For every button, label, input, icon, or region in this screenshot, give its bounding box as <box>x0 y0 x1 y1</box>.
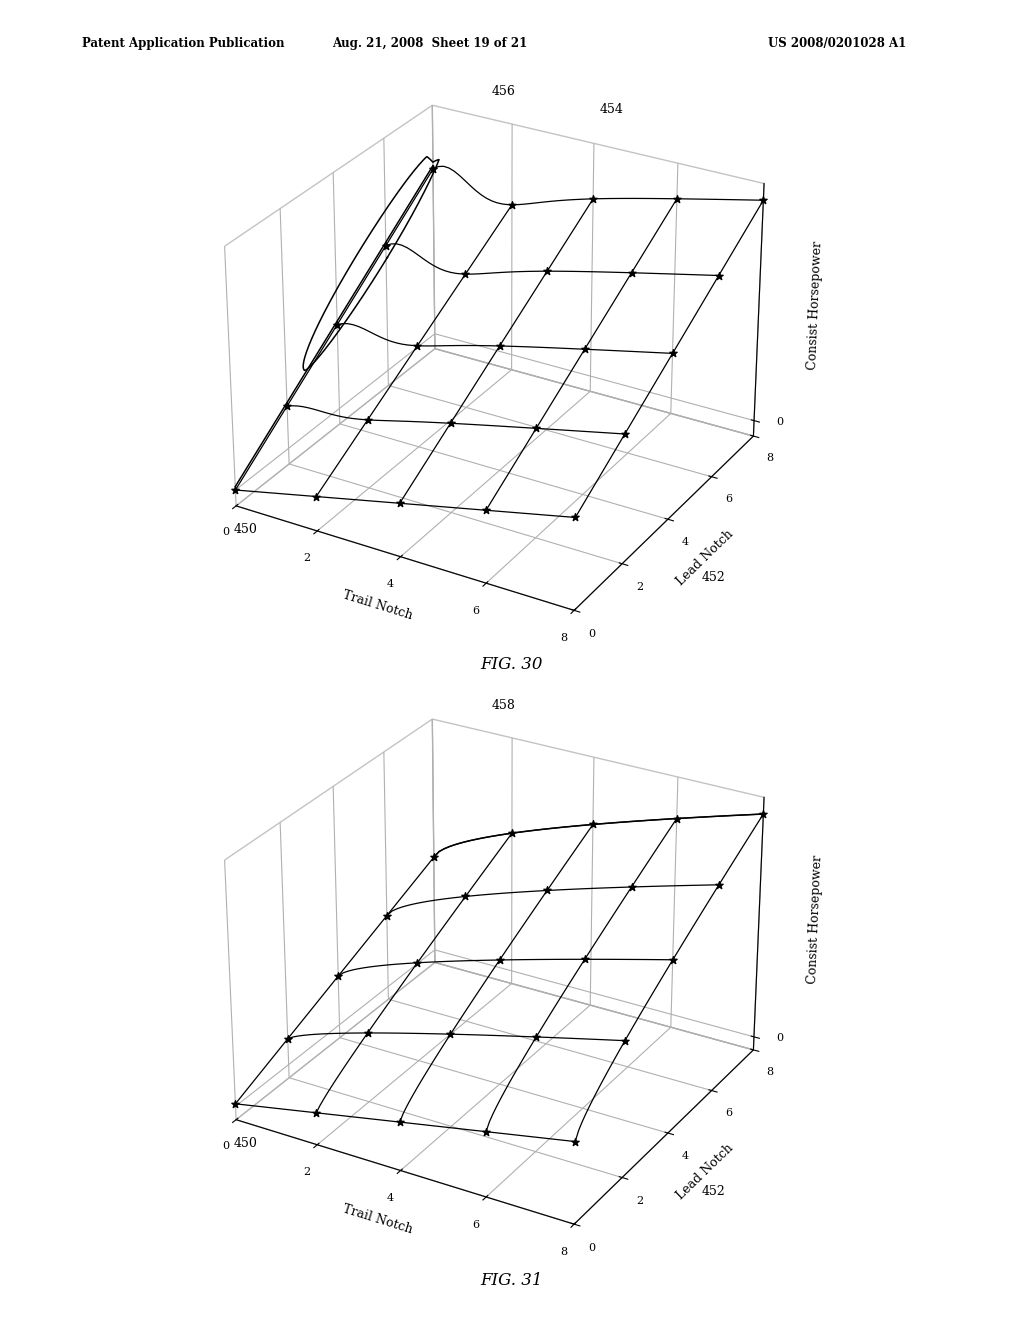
X-axis label: Trail Notch: Trail Notch <box>341 1203 415 1236</box>
Text: FIG. 31: FIG. 31 <box>480 1272 544 1290</box>
Text: FIG. 30: FIG. 30 <box>480 656 544 673</box>
Text: 458: 458 <box>492 698 515 711</box>
Text: US 2008/0201028 A1: US 2008/0201028 A1 <box>768 37 906 50</box>
X-axis label: Trail Notch: Trail Notch <box>341 589 415 622</box>
Text: 450: 450 <box>233 1137 257 1150</box>
Text: 450: 450 <box>233 523 257 536</box>
Y-axis label: Lead Notch: Lead Notch <box>675 1142 736 1203</box>
Text: 456: 456 <box>492 84 515 98</box>
Text: Patent Application Publication: Patent Application Publication <box>82 37 285 50</box>
Text: 452: 452 <box>701 1185 726 1199</box>
Text: Aug. 21, 2008  Sheet 19 of 21: Aug. 21, 2008 Sheet 19 of 21 <box>333 37 527 50</box>
Text: 454: 454 <box>600 103 624 116</box>
Y-axis label: Lead Notch: Lead Notch <box>675 528 736 589</box>
Text: 452: 452 <box>701 572 726 585</box>
